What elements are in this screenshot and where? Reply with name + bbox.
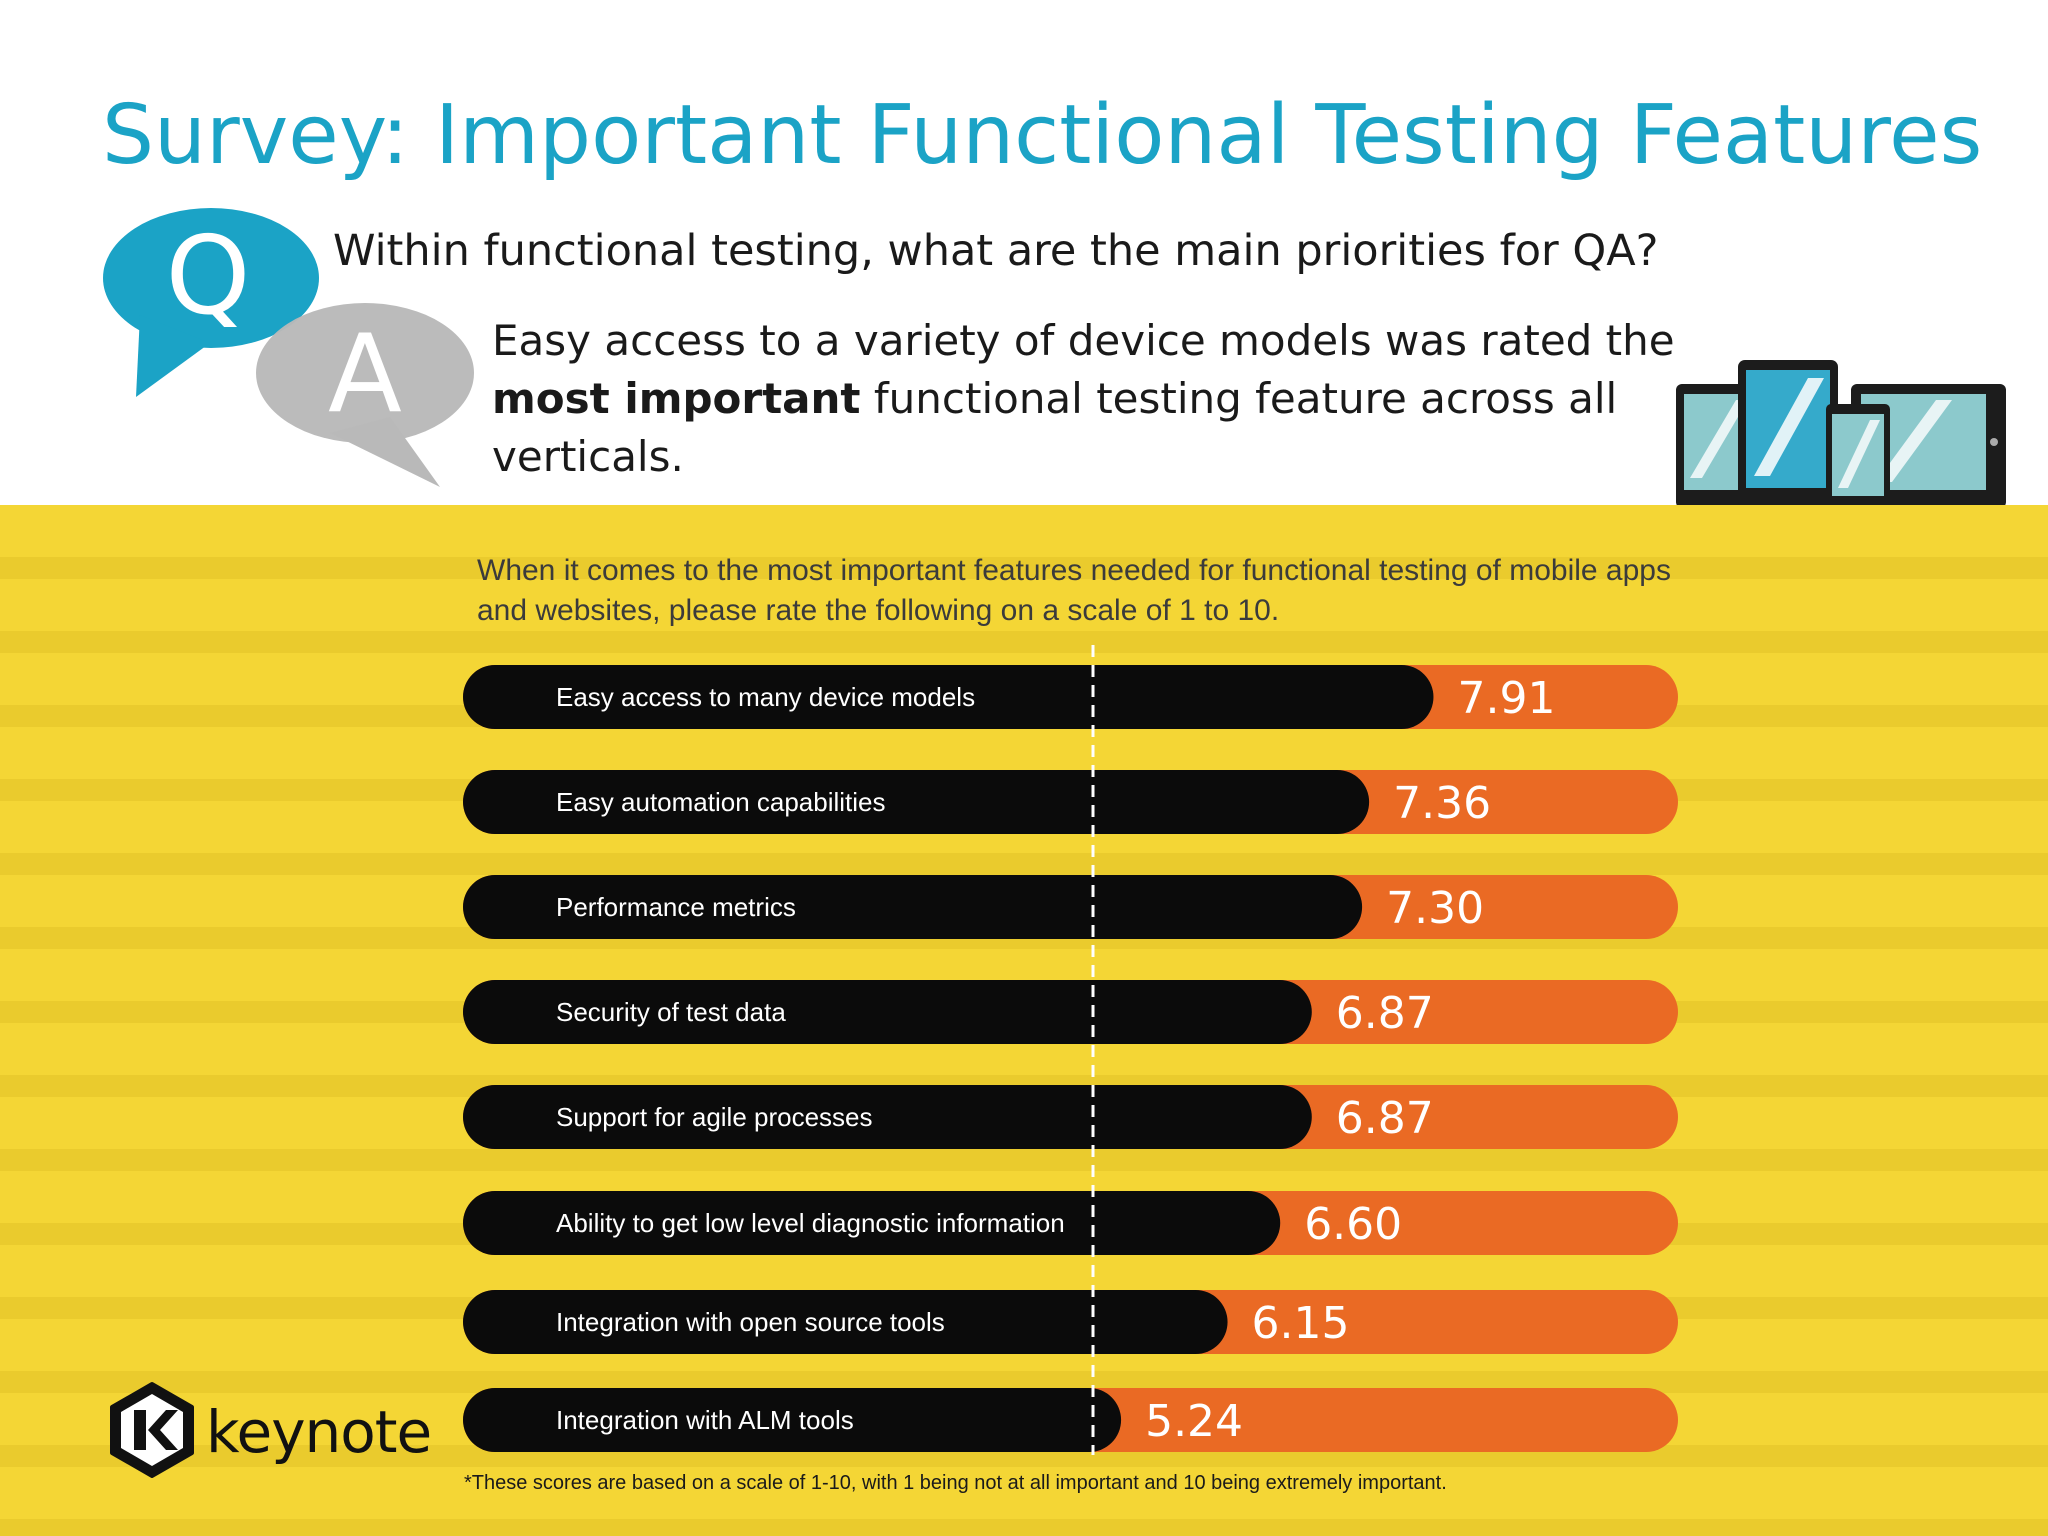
keynote-logo-icon (110, 1382, 194, 1478)
q-speech-bubble-icon: Q A (103, 208, 474, 487)
bar-value-label: 6.60 (1304, 1199, 1402, 1250)
bar-category-label: Performance metrics (556, 892, 796, 922)
answer-pre: Easy access to a variety of device model… (492, 316, 1675, 365)
keynote-logo-text: keynote (206, 1398, 432, 1466)
bar-row: Easy access to many device models 7.91 (463, 665, 1678, 729)
bar (463, 1290, 1228, 1354)
bar-row: Integration with open source tools 6.15 (463, 1290, 1678, 1354)
bar-row: Ability to get low level diagnostic info… (463, 1191, 1678, 1255)
bar-value-label: 7.30 (1386, 883, 1484, 934)
bar-value-label: 6.87 (1336, 988, 1434, 1039)
a-letter: A (328, 312, 402, 437)
q-letter: Q (165, 214, 250, 339)
bar (463, 1191, 1281, 1255)
bar-value-label: 6.87 (1336, 1093, 1434, 1144)
devices-illustration-icon (1676, 360, 2006, 508)
answer-bold: most important (492, 374, 861, 423)
question-text: Within functional testing, what are the … (333, 226, 1659, 276)
bar-row: Easy automation capabilities 7.36 (463, 770, 1678, 834)
bar (463, 1085, 1312, 1149)
bar-category-label: Support for agile processes (556, 1102, 873, 1132)
bar-category-label: Easy automation capabilities (556, 787, 886, 817)
bar (463, 980, 1312, 1044)
bar (463, 770, 1370, 834)
bar-category-label: Easy access to many device models (556, 682, 975, 712)
bar-row: Support for agile processes 6.87 (463, 1085, 1678, 1149)
answer-text: Easy access to a variety of device model… (492, 312, 1702, 486)
chart-title: When it comes to the most important feat… (477, 554, 1671, 627)
bar-value-label: 5.24 (1145, 1396, 1243, 1447)
chart-footnote: *These scores are based on a scale of 1-… (464, 1472, 1447, 1494)
bar-category-label: Security of test data (556, 997, 786, 1027)
bar-category-label: Integration with open source tools (556, 1307, 945, 1337)
bar (463, 665, 1434, 729)
bar (463, 875, 1363, 939)
answer-post: functional testing feature across all ve… (492, 374, 1618, 481)
bar-value-label: 7.91 (1457, 673, 1555, 724)
bar-row: Integration with ALM tools 5.24 (463, 1388, 1678, 1452)
bar-row: Performance metrics 7.30 (463, 875, 1678, 939)
bar-row: Security of test data 6.87 (463, 980, 1678, 1044)
bar-value-label: 6.15 (1252, 1298, 1350, 1349)
bar (463, 1388, 1122, 1452)
bar-value-label: 7.36 (1393, 778, 1491, 829)
bar-category-label: Integration with ALM tools (556, 1405, 854, 1435)
page-title: Survey: Important Functional Testing Fea… (102, 88, 1983, 183)
bar-category-label: Ability to get low level diagnostic info… (556, 1208, 1065, 1238)
